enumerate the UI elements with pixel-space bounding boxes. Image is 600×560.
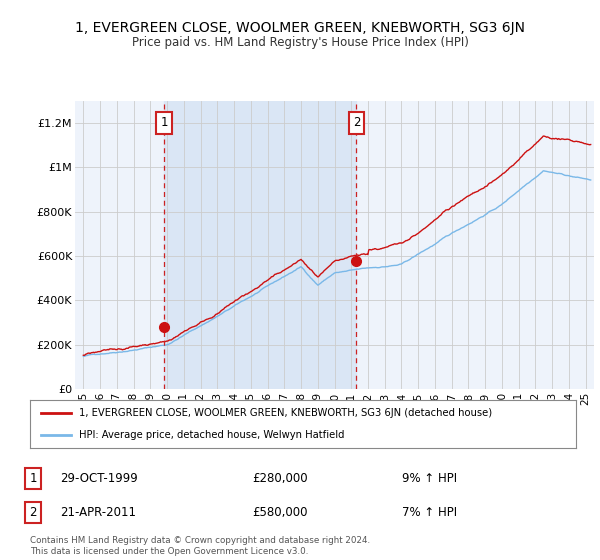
Text: HPI: Average price, detached house, Welwyn Hatfield: HPI: Average price, detached house, Welw… bbox=[79, 430, 344, 440]
Text: 1, EVERGREEN CLOSE, WOOLMER GREEN, KNEBWORTH, SG3 6JN (detached house): 1, EVERGREEN CLOSE, WOOLMER GREEN, KNEBW… bbox=[79, 408, 492, 418]
Text: Price paid vs. HM Land Registry's House Price Index (HPI): Price paid vs. HM Land Registry's House … bbox=[131, 36, 469, 49]
Text: 1: 1 bbox=[160, 116, 168, 129]
Text: 29-OCT-1999: 29-OCT-1999 bbox=[60, 472, 138, 486]
Text: £280,000: £280,000 bbox=[252, 472, 308, 486]
Text: 1: 1 bbox=[29, 472, 37, 486]
Text: 9% ↑ HPI: 9% ↑ HPI bbox=[402, 472, 457, 486]
Text: 2: 2 bbox=[353, 116, 360, 129]
Text: 21-APR-2011: 21-APR-2011 bbox=[60, 506, 136, 519]
Text: 1, EVERGREEN CLOSE, WOOLMER GREEN, KNEBWORTH, SG3 6JN: 1, EVERGREEN CLOSE, WOOLMER GREEN, KNEBW… bbox=[75, 21, 525, 35]
Text: Contains HM Land Registry data © Crown copyright and database right 2024.
This d: Contains HM Land Registry data © Crown c… bbox=[30, 536, 370, 556]
Bar bbox=[164, 101, 356, 389]
Text: 7% ↑ HPI: 7% ↑ HPI bbox=[402, 506, 457, 519]
Text: £580,000: £580,000 bbox=[252, 506, 308, 519]
Text: 2: 2 bbox=[29, 506, 37, 519]
